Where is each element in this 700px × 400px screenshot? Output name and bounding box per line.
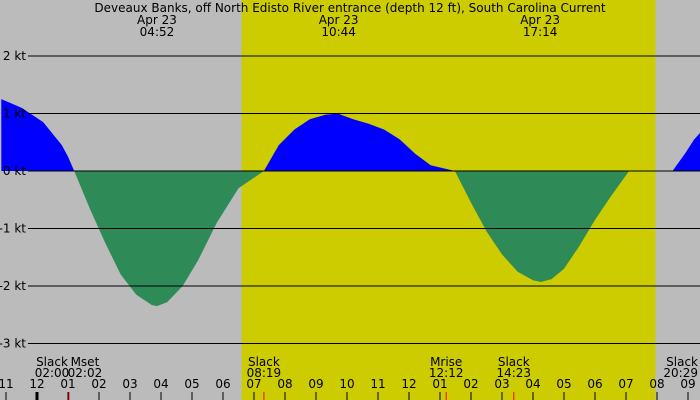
x-tick-label: 04 bbox=[153, 377, 168, 391]
event-time: 02:00 bbox=[35, 366, 70, 380]
x-tick-label: 08 bbox=[277, 377, 292, 391]
x-tick-label: 12 bbox=[29, 377, 44, 391]
event-time: 12:12 bbox=[429, 366, 464, 380]
x-tick-label: 10 bbox=[339, 377, 354, 391]
y-tick-label: 0 kt bbox=[3, 164, 26, 178]
event-date-label: Apr 23 bbox=[520, 13, 560, 27]
event-label: Slack bbox=[36, 355, 68, 369]
y-tick-label: 1 kt bbox=[3, 107, 26, 121]
x-tick-label: 05 bbox=[556, 377, 571, 391]
y-tick-label: 2 kt bbox=[3, 49, 26, 63]
event-date-label: Apr 23 bbox=[137, 13, 177, 27]
x-tick-label: 02 bbox=[91, 377, 106, 391]
x-tick-label: 01 bbox=[60, 377, 75, 391]
event-time: 20:29 bbox=[663, 366, 698, 380]
event-label: Mset bbox=[71, 355, 100, 369]
x-tick-label: 02 bbox=[463, 377, 478, 391]
x-tick-label: 11 bbox=[370, 377, 385, 391]
y-tick-label: -3 kt bbox=[0, 337, 26, 351]
x-tick-label: 01 bbox=[432, 377, 447, 391]
x-tick-label: 11 bbox=[0, 377, 14, 391]
x-tick-label: 03 bbox=[494, 377, 509, 391]
x-tick-label: 05 bbox=[184, 377, 199, 391]
event-date-label: Apr 23 bbox=[319, 13, 359, 27]
event-label: Slack bbox=[666, 355, 698, 369]
event-time: 02:02 bbox=[68, 366, 103, 380]
x-tick-label: 03 bbox=[122, 377, 137, 391]
x-tick-label: 07 bbox=[246, 377, 261, 391]
x-tick-label: 07 bbox=[618, 377, 633, 391]
ebb-area bbox=[1, 171, 700, 307]
y-tick-label: -2 kt bbox=[0, 279, 26, 293]
event-label: Slack bbox=[498, 355, 530, 369]
event-time: 14:23 bbox=[496, 366, 531, 380]
x-tick-label: 06 bbox=[587, 377, 602, 391]
event-time-label: 17:14 bbox=[523, 25, 558, 39]
x-tick-label: 08 bbox=[649, 377, 664, 391]
event-label: Slack bbox=[248, 355, 280, 369]
event-time: 08:19 bbox=[247, 366, 282, 380]
event-label: Mrise bbox=[430, 355, 462, 369]
y-tick-label: -1 kt bbox=[0, 222, 26, 236]
x-tick-label: 06 bbox=[215, 377, 230, 391]
chart-title: Deveaux Banks, off North Edisto River en… bbox=[94, 1, 606, 15]
x-tick-label: 12 bbox=[401, 377, 416, 391]
x-tick-label: 04 bbox=[525, 377, 540, 391]
x-tick-label: 09 bbox=[680, 377, 695, 391]
x-tick-label: 09 bbox=[308, 377, 323, 391]
flood-area bbox=[1, 99, 700, 171]
event-time-label: 10:44 bbox=[321, 25, 356, 39]
event-time-label: 04:52 bbox=[140, 25, 175, 39]
